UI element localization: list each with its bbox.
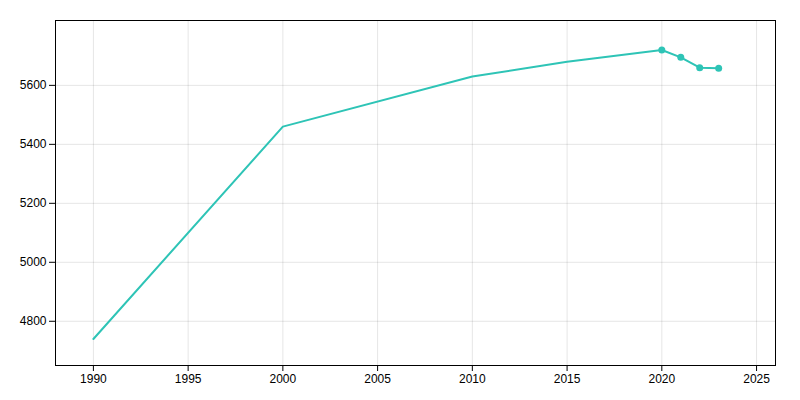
svg-text:2025: 2025 [743,372,770,386]
svg-text:4800: 4800 [20,314,47,328]
svg-text:5400: 5400 [20,137,47,151]
svg-text:5600: 5600 [20,78,47,92]
svg-text:1995: 1995 [175,372,202,386]
svg-text:5000: 5000 [20,255,47,269]
svg-text:2015: 2015 [554,372,581,386]
svg-text:1990: 1990 [80,372,107,386]
svg-text:5200: 5200 [20,196,47,210]
svg-text:2010: 2010 [459,372,486,386]
svg-text:2005: 2005 [364,372,391,386]
svg-text:2020: 2020 [648,372,675,386]
svg-text:2000: 2000 [270,372,297,386]
